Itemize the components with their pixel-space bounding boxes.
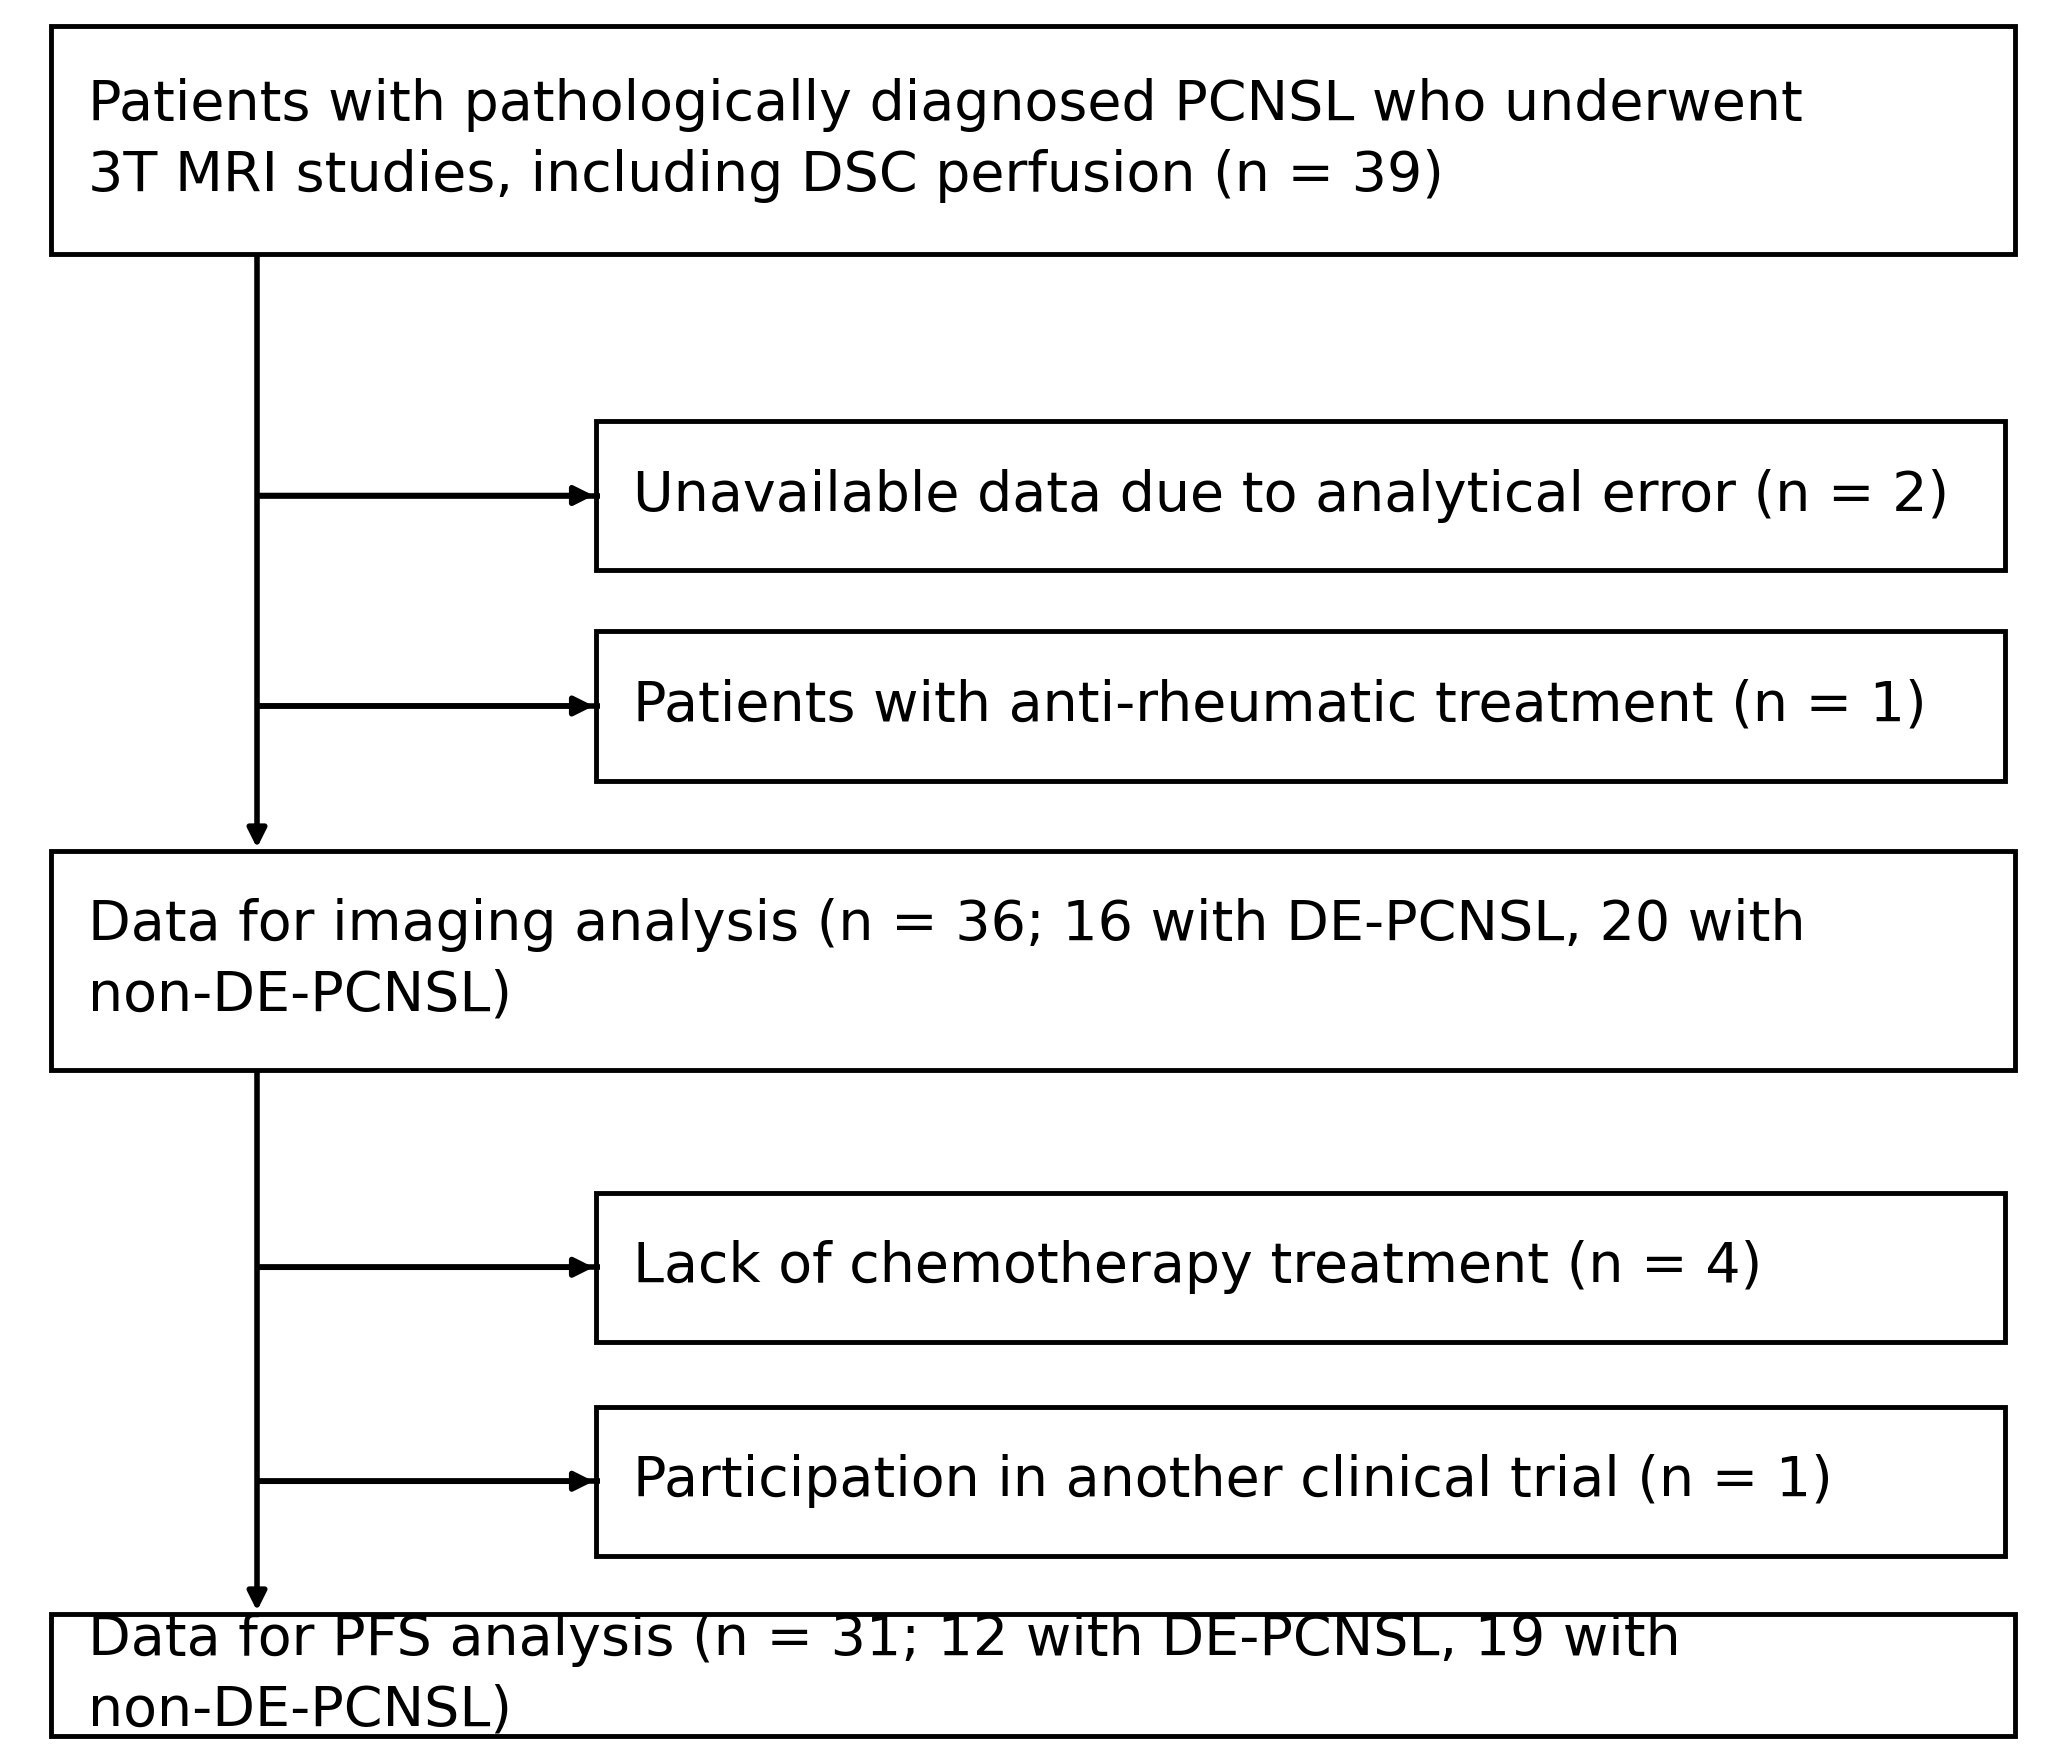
Bar — [51, 26, 2015, 254]
Bar — [596, 421, 2005, 570]
Text: Data for imaging analysis (n = 36; 16 with DE-PCNSL, 20 with
non-DE-PCNSL): Data for imaging analysis (n = 36; 16 wi… — [88, 898, 1805, 1023]
Bar — [51, 851, 2015, 1070]
Text: Lack of chemotherapy treatment (n = 4): Lack of chemotherapy treatment (n = 4) — [633, 1240, 1762, 1294]
Bar — [51, 1614, 2015, 1736]
Text: Data for PFS analysis (n = 31; 12 with DE-PCNSL, 19 with
non-DE-PCNSL): Data for PFS analysis (n = 31; 12 with D… — [88, 1612, 1682, 1738]
Text: Patients with anti-rheumatic treatment (n = 1): Patients with anti-rheumatic treatment (… — [633, 679, 1926, 733]
Bar — [596, 1193, 2005, 1342]
Bar — [596, 1407, 2005, 1556]
Text: Unavailable data due to analytical error (n = 2): Unavailable data due to analytical error… — [633, 468, 1949, 523]
Text: Participation in another clinical trial (n = 1): Participation in another clinical trial … — [633, 1454, 1834, 1508]
Bar — [596, 631, 2005, 781]
Text: Patients with pathologically diagnosed PCNSL who underwent
3T MRI studies, inclu: Patients with pathologically diagnosed P… — [88, 77, 1803, 203]
